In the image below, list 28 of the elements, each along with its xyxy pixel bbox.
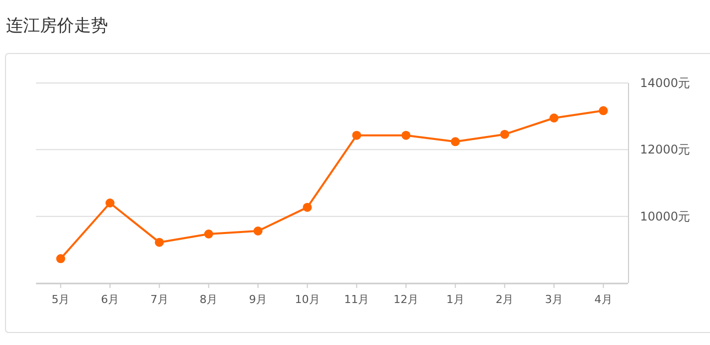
point — [598, 106, 608, 116]
point — [106, 198, 114, 208]
x-tick-label: 3月 — [545, 293, 563, 306]
x-tick-label: 4月 — [594, 293, 612, 306]
y-tick-label: 10000元 — [640, 209, 690, 224]
point — [56, 254, 66, 264]
x-tick-label: 5月 — [52, 293, 70, 306]
chart-title: 连江房价走势 — [6, 16, 108, 36]
x-tick-label: 12月 — [394, 293, 418, 306]
x-tick-label: 8月 — [200, 293, 218, 306]
point — [450, 137, 460, 146]
point — [302, 202, 312, 212]
y-tick-label: 14000元 — [640, 76, 690, 90]
x-tick-label: 7月 — [150, 293, 168, 306]
x-tick-label: 2月 — [496, 293, 514, 306]
y-tick-label: 12000元 — [640, 142, 690, 157]
point — [204, 230, 214, 238]
x-tick-label: 11月 — [344, 293, 370, 306]
x-tick-label: 10月 — [294, 293, 320, 306]
point — [500, 130, 510, 139]
point — [550, 114, 558, 122]
point — [402, 130, 410, 140]
x-tick-label: 6月 — [101, 293, 119, 306]
x-tick-label: 1月 — [446, 293, 464, 306]
point — [254, 226, 262, 236]
x-tick-label: 9月 — [249, 293, 267, 306]
point — [352, 130, 362, 140]
point — [154, 238, 164, 247]
